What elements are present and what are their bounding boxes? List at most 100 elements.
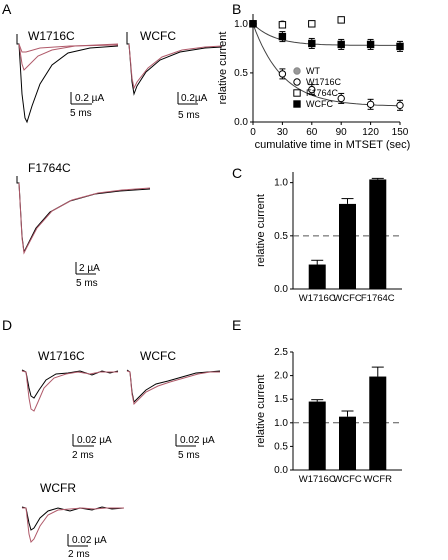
panel-letter-a: A: [2, 1, 12, 17]
legend-marker-w1716c: [293, 78, 301, 86]
trace-label: WCFC: [140, 29, 176, 43]
point-wcfc: [337, 40, 345, 49]
y-axis-label: relative current: [255, 194, 267, 267]
legend-marker-wcfc: [293, 100, 301, 108]
x-axis-label: cumulative time in MTSET (sec): [255, 139, 411, 151]
scale-amp: 0.2 µA: [75, 93, 104, 104]
point-wcfc: [396, 42, 404, 51]
scale-time: 2 ms: [68, 549, 90, 560]
trace-mtset-2: [18, 43, 119, 53]
y-tick-label: 1.0: [274, 178, 288, 189]
panel-letter-b: B: [232, 1, 241, 17]
point-wcfc: [278, 32, 287, 41]
y-tick-label: 0.5: [274, 441, 288, 452]
y-tick-label: 0.0: [274, 465, 288, 476]
trace-control: [21, 369, 119, 399]
trace-label: W1716C: [38, 349, 85, 363]
scale-time: 5 ms: [70, 108, 92, 119]
scale-amp: 0.02 µA: [180, 435, 215, 446]
point-w1716c: [308, 85, 316, 94]
point-w1716c: [366, 100, 375, 109]
point-w1716c: [278, 70, 287, 78]
scale-bar-a-f1764c: 2 µA 5 ms: [75, 262, 100, 289]
panel-letter-d: D: [2, 317, 12, 333]
trace-control: [16, 34, 119, 124]
y-axis-label: relative current: [217, 32, 229, 105]
y-tick-label: 2.5: [274, 347, 288, 358]
trace-mtset: [126, 370, 220, 406]
scale-bar-d-w1716c: 0.02 µA 2 ms: [72, 434, 112, 461]
y-tick-label: 0.5: [274, 231, 288, 242]
fit-curve-w1716c: [252, 23, 400, 107]
legend-marker-wt: [293, 67, 301, 75]
scale-time: 5 ms: [76, 278, 98, 289]
bar-wcfc: [339, 416, 356, 470]
point-f1764c: [308, 20, 316, 28]
x-category-label: WCFC: [333, 293, 362, 304]
legend-label-w1716c: W1716C: [306, 77, 342, 87]
trace-mtset: [22, 507, 124, 543]
chart-e-bar: 0.0 0.5 1.0 1.5 2.0 2.5 relative current W1716C…: [255, 347, 402, 485]
scale-bar-a-wcfc: 0.2µA 5 ms: [177, 92, 208, 121]
y-tick-label: 0.0: [274, 284, 288, 295]
legend-label-wt: WT: [306, 66, 320, 76]
y-tick-label: 1.5: [274, 394, 288, 405]
scale-time: 5 ms: [178, 110, 200, 121]
trace-control: [21, 506, 125, 531]
point-w1716c: [396, 101, 404, 110]
y-tick-label: 1.0: [274, 418, 288, 429]
trace-panel-a-w1716c: W1716C 0.2 µA 5 ms: [16, 29, 119, 124]
x-category-label: W1716C: [299, 293, 336, 304]
panel-letter-c: C: [232, 165, 242, 181]
scale-bar-d-wcfr: 0.02 µA 2 ms: [67, 534, 107, 560]
trace-mtset: [21, 370, 118, 412]
panel-letter-e: E: [232, 317, 241, 333]
chart-b-time-course: 0 30 60 90 120 150 0.0 0.5 1.0 relative current cu…: [217, 14, 410, 151]
x-category-label: WCFR: [364, 474, 393, 485]
bar-wcfc: [339, 203, 356, 289]
scale-bar-d-wcfc: 0.02 µA 5 ms: [175, 434, 215, 461]
trace-label: W1716C: [28, 29, 75, 43]
point-wcfc: [249, 20, 257, 28]
x-category-label: F1764C: [361, 293, 395, 304]
trace-panel-d-w1716c: W1716C 0.02 µA 2 ms: [21, 349, 119, 461]
point-f1764c: [337, 16, 345, 24]
scale-time: 5 ms: [178, 450, 200, 461]
y-tick-label: 0.5: [234, 68, 248, 79]
point-wcfc: [308, 39, 316, 48]
x-tick-label: 120: [362, 127, 379, 138]
trace-control: [16, 176, 151, 254]
x-category-label: WCFC: [333, 474, 362, 485]
trace-panel-d-wcfc: WCFC 0.02 µA 5 ms: [126, 349, 221, 461]
y-tick-label: 0.0: [234, 117, 248, 128]
scale-time: 2 ms: [72, 450, 94, 461]
bar-f1764c: [369, 179, 387, 289]
trace-panel-a-wcfc: WCFC 0.2µA 5 ms: [126, 29, 223, 121]
bar-w1716c: [308, 401, 326, 470]
point-w1716c: [337, 94, 345, 103]
legend-label-f1764c: F1764C: [306, 88, 339, 98]
scale-amp: 2 µA: [79, 263, 100, 274]
scale-amp: 0.2µA: [181, 93, 208, 104]
x-category-label: W1716C: [299, 474, 336, 485]
scale-amp: 0.02 µA: [77, 435, 112, 446]
point-f1764c: [278, 21, 287, 29]
x-tick-label: 30: [277, 127, 289, 138]
trace-mtset: [128, 43, 223, 90]
legend-marker-f1764c: [293, 89, 301, 97]
x-tick-label: 90: [336, 127, 348, 138]
trace-panel-a-f1764c: F1764C 2 µA 5 ms: [16, 161, 151, 289]
x-tick-label: 0: [250, 127, 256, 138]
trace-panel-d-wcfr: WCFR 0.02 µA 2 ms: [21, 481, 125, 560]
x-tick-label: 60: [306, 127, 318, 138]
y-tick-label: 2.0: [274, 371, 288, 382]
scale-amp: 0.02 µA: [72, 535, 107, 546]
trace-mtset: [18, 43, 119, 71]
bar-w1716c: [308, 264, 326, 289]
trace-label: WCFR: [40, 481, 76, 495]
y-tick-label: 1.0: [234, 19, 248, 30]
y-axis-label: relative current: [255, 375, 267, 448]
trace-control: [126, 32, 223, 96]
